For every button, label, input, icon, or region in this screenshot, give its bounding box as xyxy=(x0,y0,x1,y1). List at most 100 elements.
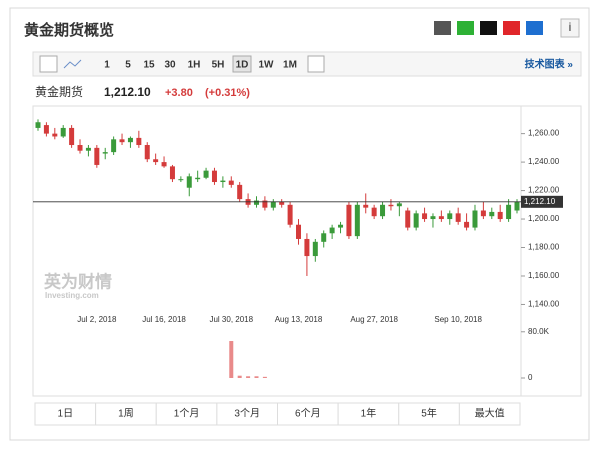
candle-body xyxy=(354,204,360,237)
candle-body xyxy=(60,127,66,137)
interval-button[interactable]: 5 xyxy=(125,60,131,71)
volume-bar xyxy=(237,375,242,378)
candle-body xyxy=(220,180,226,183)
candle-body xyxy=(136,137,142,146)
line-toggle[interactable] xyxy=(63,59,82,69)
candle-body xyxy=(144,145,150,160)
candle-body xyxy=(237,184,243,200)
volume-bar xyxy=(229,341,234,378)
volume-bar xyxy=(246,376,251,378)
candle-body xyxy=(312,241,318,257)
weibo-icon[interactable] xyxy=(503,21,520,35)
candle-body xyxy=(413,213,419,228)
candle-body xyxy=(178,179,184,181)
last-price-tag xyxy=(521,195,563,208)
candle-body xyxy=(363,204,369,208)
candle-body xyxy=(506,204,512,220)
candle-toggle[interactable] xyxy=(39,55,58,73)
candle-body xyxy=(94,147,100,165)
candle-body xyxy=(480,210,486,217)
candle-body xyxy=(447,213,453,220)
candle-body xyxy=(497,211,503,220)
volume-bar xyxy=(262,376,267,378)
range-tab-label: 1周 xyxy=(118,408,134,420)
x-tick-label: Jul 30, 2018 xyxy=(209,315,253,324)
settings-button[interactable] xyxy=(307,55,325,73)
y-tick-label: 1,240.00 xyxy=(528,157,560,166)
candle-body xyxy=(262,200,268,208)
interval-button[interactable]: 30 xyxy=(164,60,176,71)
volume-tick-label: 0 xyxy=(528,373,533,382)
candle-body xyxy=(287,204,293,225)
candle-body xyxy=(186,176,192,188)
info-icon[interactable] xyxy=(560,18,580,38)
interval-button[interactable]: 5H xyxy=(212,60,225,71)
candle-body xyxy=(35,122,41,128)
candle-body xyxy=(304,238,310,257)
range-tab-label: 6个月 xyxy=(295,408,321,420)
panel xyxy=(9,7,590,441)
candle-body xyxy=(102,152,108,154)
candle-body xyxy=(52,133,58,137)
range-tab-label: 1日 xyxy=(58,409,74,420)
candle-body xyxy=(279,201,285,205)
range-tab-label: 1个月 xyxy=(174,408,200,420)
quote-change-pct: (+0.31%) xyxy=(205,87,250,99)
candle-body xyxy=(161,162,167,167)
quote-price: 1,212.10 xyxy=(104,85,151,99)
candle-body xyxy=(346,204,352,237)
candle-body xyxy=(296,224,302,239)
last-price-label: 1,212.10 xyxy=(524,197,556,206)
range-tab[interactable] xyxy=(458,402,521,426)
y-tick-label: 1,260.00 xyxy=(528,129,560,138)
interval-button[interactable]: 1M xyxy=(283,60,297,71)
candle-body xyxy=(371,207,377,217)
range-tab-label: 5年 xyxy=(421,407,437,420)
candle-body xyxy=(388,204,394,207)
y-tick-label: 1,180.00 xyxy=(528,243,560,252)
range-tab-label: 1年 xyxy=(361,407,377,420)
interval-button[interactable]: 1D xyxy=(236,60,249,71)
candle-body xyxy=(203,170,209,178)
qq-icon[interactable] xyxy=(480,21,497,35)
candle-body xyxy=(405,210,411,228)
volume-tick-label: 80.0K xyxy=(528,327,550,336)
favorite-icon[interactable] xyxy=(526,21,543,35)
title: 黄金期货概览 xyxy=(24,21,114,39)
tech-chart-link[interactable]: 技术图表 » xyxy=(525,58,574,71)
x-tick-label: Aug 27, 2018 xyxy=(350,315,398,324)
candle-body xyxy=(430,216,436,220)
x-tick-label: Jul 16, 2018 xyxy=(142,315,186,324)
interval-button[interactable]: 1 xyxy=(104,60,110,71)
candle-body xyxy=(69,127,75,146)
interval-button[interactable]: 1W xyxy=(259,60,275,71)
candle-body xyxy=(321,233,327,242)
candle-body xyxy=(396,203,402,207)
mail-icon[interactable] xyxy=(434,21,451,35)
candle-body xyxy=(472,210,478,228)
interval-button[interactable]: 15 xyxy=(143,60,155,71)
info-glyph: i xyxy=(569,20,572,34)
candle-body xyxy=(228,180,234,185)
candle-body xyxy=(329,227,335,234)
interval-button[interactable]: 1H xyxy=(188,60,201,71)
candle-body xyxy=(211,170,217,183)
candle-body xyxy=(77,145,83,151)
candle-body xyxy=(455,213,461,222)
candle-body xyxy=(514,201,520,211)
x-tick-label: Aug 13, 2018 xyxy=(275,315,323,324)
range-tab-label: 3个月 xyxy=(234,408,260,420)
candle-body xyxy=(43,125,49,134)
candle-body xyxy=(127,137,133,143)
candle-body xyxy=(119,139,125,143)
wechat-icon[interactable] xyxy=(457,21,474,35)
candle-body xyxy=(338,224,344,228)
candle-body xyxy=(253,200,259,205)
y-tick-label: 1,140.00 xyxy=(528,300,560,309)
candle-body xyxy=(153,159,159,163)
interval-active xyxy=(232,55,252,73)
y-tick-label: 1,220.00 xyxy=(528,186,560,195)
quote-change: +3.80 xyxy=(165,87,193,99)
x-tick-label: Sep 10, 2018 xyxy=(434,315,482,324)
x-tick-label: Jul 2, 2018 xyxy=(77,315,117,324)
